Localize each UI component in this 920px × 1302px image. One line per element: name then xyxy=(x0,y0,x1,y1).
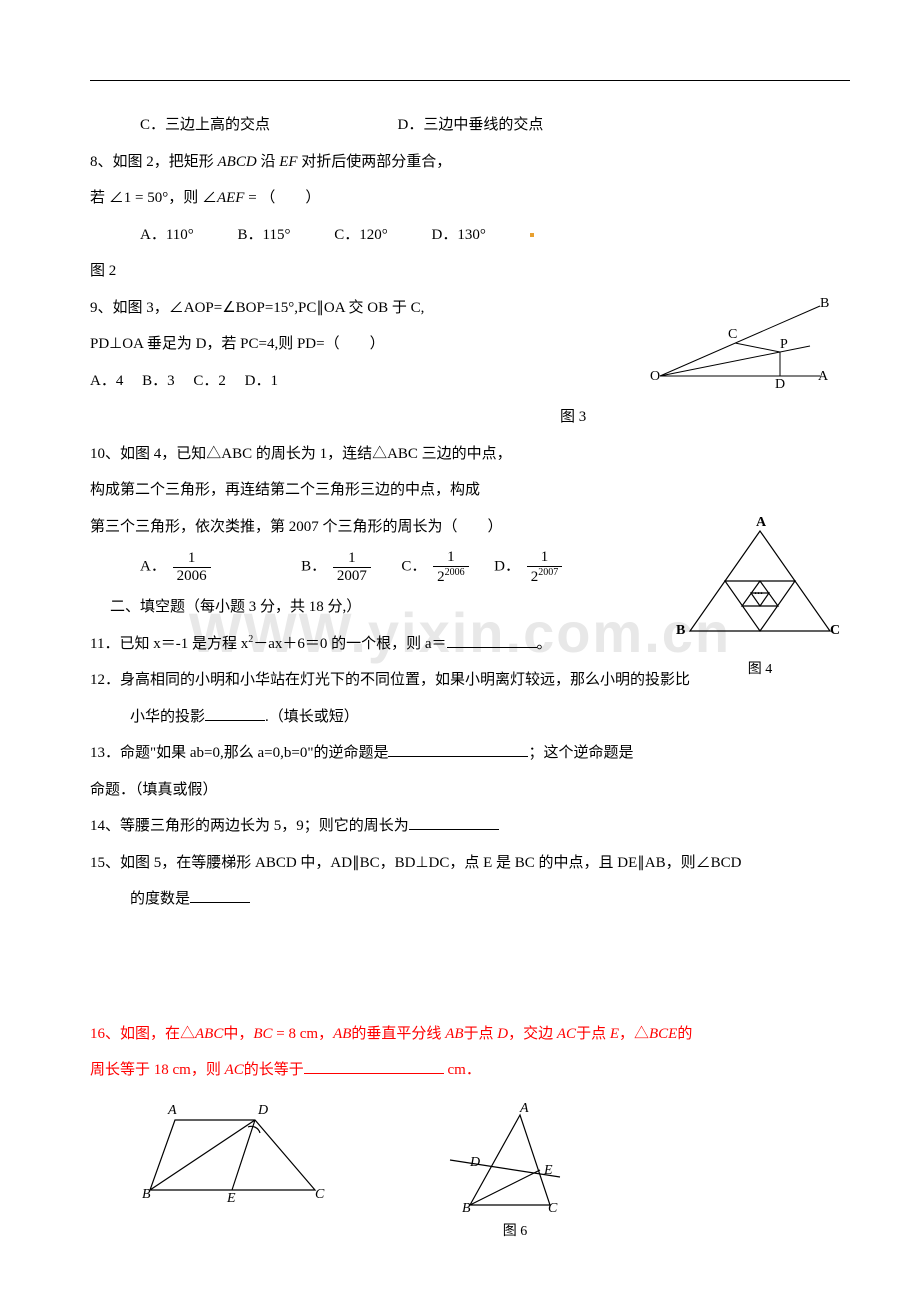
q10-optD-frac: 122007 xyxy=(527,549,563,585)
q13-l1: 13．命题"如果 ab=0,那么 a=0,b=0"的逆命题是；这个逆命题是 xyxy=(90,739,850,768)
lbl-C: C xyxy=(728,327,737,343)
lbl-A: A xyxy=(818,369,828,385)
q14: 14、等腰三角形的两边长为 5，9；则它的周长为 xyxy=(90,812,850,841)
q10-optD-label: D． xyxy=(494,558,520,574)
fig4-caption: 图 4 xyxy=(680,658,840,678)
q8-stem-1: 8、如图 2，把矩形 ABCD 沿 EF 对折后使两部分重合， xyxy=(90,148,850,177)
lbl-O: O xyxy=(650,369,660,385)
q8-options: A．110° B．115° C．120° D．130° xyxy=(90,221,850,250)
lbl-trE: E xyxy=(227,1191,236,1207)
figure-nested-triangle: A B C ... 图 4 xyxy=(680,521,840,671)
lbl-dots: ... xyxy=(754,583,763,598)
q8-optA: A．110° xyxy=(140,221,194,250)
figure-triangle-de: A B C D E 图 6 xyxy=(440,1105,590,1235)
q15-l2: 的度数是 xyxy=(90,885,850,914)
lbl-deA: A xyxy=(520,1101,529,1117)
lbl-trD: D xyxy=(258,1103,268,1119)
q16-l2: 周长等于 18 cm，则 AC的长等于 cm． xyxy=(90,1056,850,1085)
lbl-P: P xyxy=(780,337,788,353)
q10-stem-2: 构成第二个三角形，再连结第二个三角形三边的中点，构成 xyxy=(90,476,850,505)
q10-optA-label: A． xyxy=(140,558,166,574)
q9-optB: B．3 xyxy=(142,367,175,396)
q12-l2: 小华的投影.（填长或短） xyxy=(90,703,850,732)
lbl-trA: A xyxy=(168,1103,177,1119)
lbl-D: D xyxy=(775,377,785,393)
figure-trapezoid: A D B E C xyxy=(140,1105,330,1215)
q10-optB-label: B． xyxy=(301,558,326,574)
bottom-figures: A D B E C A B C D E xyxy=(90,1105,850,1235)
q10-stem-1: 10、如图 4，已知△ABC 的周长为 1，连结△ABC 三边的中点， xyxy=(90,440,850,469)
q9-optA: A．4 xyxy=(90,367,123,396)
q9-optD: D．1 xyxy=(245,367,278,396)
dot-marker xyxy=(530,233,534,237)
q10-optA-frac: 12006 xyxy=(173,550,211,584)
figure-angle: O A B C P D xyxy=(650,291,840,411)
q16-l1: 16、如图，在△ABC中，BC = 8 cm，AB的垂直平分线 AB于点 D，交… xyxy=(90,1020,850,1049)
q7-options: C．三边上高的交点 D．三边中垂线的交点 xyxy=(90,111,850,140)
lbl-tA: A xyxy=(756,515,766,531)
q13-l2: 命题．（填真或假） xyxy=(90,776,850,805)
q15-l1: 15、如图 5，在等腰梯形 ABCD 中，AD∥BC，BD⊥DC，点 E 是 B… xyxy=(90,849,850,878)
lbl-deE: E xyxy=(544,1163,553,1179)
q10-optC-label: C． xyxy=(401,558,426,574)
q15-blank xyxy=(190,888,250,903)
top-rule xyxy=(90,80,850,81)
lbl-deB: B xyxy=(462,1201,471,1217)
q8-optD: D．130° xyxy=(432,221,486,250)
lbl-trB: B xyxy=(142,1187,151,1203)
lbl-tB: B xyxy=(676,623,685,639)
q10-optB-frac: 12007 xyxy=(333,550,371,584)
fig6-caption: 图 6 xyxy=(440,1220,590,1240)
q8-stem-2: 若 ∠1 = 50°，则 ∠AEF = （ ） xyxy=(90,184,850,213)
q7-optC: C．三边上高的交点 xyxy=(140,117,270,133)
lbl-deC: C xyxy=(548,1201,557,1217)
q12-blank xyxy=(205,706,265,721)
q13-blank-1 xyxy=(388,742,528,757)
q9-optC: C．2 xyxy=(193,367,226,396)
lbl-tC: C xyxy=(830,623,840,639)
q7-optD: D．三边中垂线的交点 xyxy=(398,117,544,133)
q11-blank xyxy=(447,633,537,648)
q8-optC: C．120° xyxy=(334,221,388,250)
q8-caption: 图 2 xyxy=(90,257,850,286)
lbl-B: B xyxy=(820,296,829,312)
q14-blank xyxy=(409,815,499,830)
lbl-trC: C xyxy=(315,1187,324,1203)
q8-optB: B．115° xyxy=(238,221,291,250)
lbl-deD: D xyxy=(470,1155,480,1171)
q10-optC-frac: 122006 xyxy=(433,549,469,585)
q16-blank xyxy=(304,1059,444,1074)
